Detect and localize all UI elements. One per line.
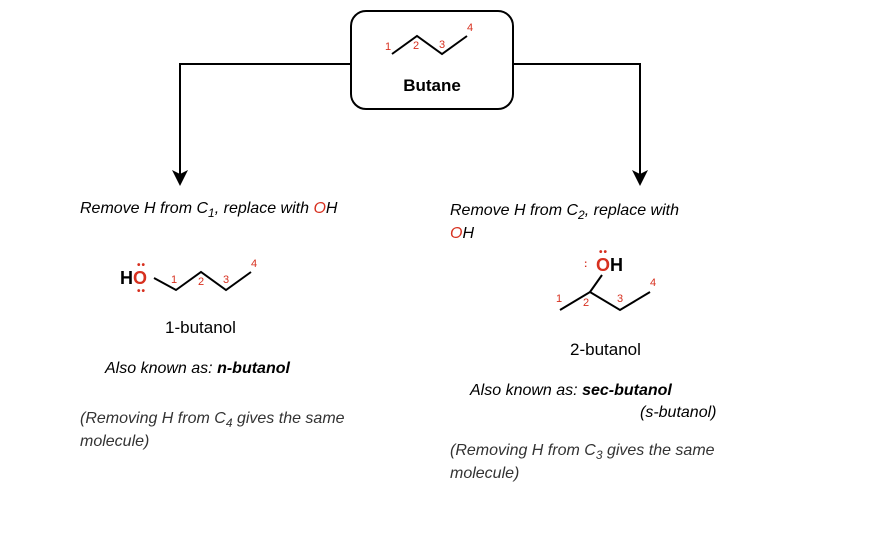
- butane-label: Butane: [403, 76, 461, 96]
- right-instr-mid: , replace with: [585, 202, 679, 219]
- butane-structure: 1 2 3 4: [377, 24, 487, 64]
- right-aka-pre: Also known as:: [470, 382, 582, 399]
- c3r: 3: [617, 293, 623, 305]
- right-instr-h: H: [462, 225, 474, 242]
- left-aka: Also known as: n-butanol: [105, 360, 290, 378]
- right-note: (Removing H from C3 gives the same molec…: [450, 440, 750, 485]
- right-aka-alt-text: (s-butanol): [640, 404, 716, 421]
- right-aka-name: sec-butanol: [582, 382, 672, 399]
- right-instr-sub: 2: [578, 208, 585, 222]
- left-instr-pre: Remove H from C: [80, 200, 208, 217]
- molecule-1-butanol: HO •• •• 1 2 3 4: [120, 250, 300, 310]
- right-note-pre: (Removing H from C: [450, 442, 596, 459]
- right-note-sub: 3: [596, 448, 603, 462]
- carbon-num-1: 1: [385, 41, 391, 53]
- right-instruction: Remove H from C2, replace with OH: [450, 200, 790, 245]
- right-aka: Also known as: sec-butanol: [470, 382, 672, 400]
- right-instr-pre: Remove H from C: [450, 202, 578, 219]
- butane-box: 1 2 3 4 Butane: [350, 10, 514, 110]
- name-1-butanol: 1-butanol: [165, 318, 236, 338]
- left-note-sub: 4: [226, 416, 233, 430]
- left-instr-mid: , replace with: [215, 200, 314, 217]
- left-instr-sub: 1: [208, 206, 215, 220]
- right-instr-o: O: [450, 225, 462, 242]
- molecule-2-butanol: OH : •• 1 2 3 4: [540, 255, 720, 330]
- left-note-pre: (Removing H from C: [80, 410, 226, 427]
- c4r: 4: [650, 277, 656, 289]
- carbon-num-3: 3: [439, 39, 445, 51]
- left-aka-name: n-butanol: [217, 360, 290, 377]
- c1: 1: [171, 274, 177, 286]
- c2: 2: [198, 276, 204, 288]
- c2r: 2: [583, 297, 589, 309]
- carbon-num-2: 2: [413, 40, 419, 52]
- right-aka-alt: (s-butanol): [640, 404, 716, 422]
- left-note: (Removing H from C4 gives the same molec…: [80, 408, 380, 453]
- left-aka-pre: Also known as:: [105, 360, 217, 377]
- name-2-butanol: 2-butanol: [570, 340, 641, 360]
- c1r: 1: [556, 293, 562, 305]
- carbon-num-4: 4: [467, 22, 473, 34]
- left-instr-o: O: [313, 200, 325, 217]
- c4: 4: [251, 258, 257, 270]
- left-instruction: Remove H from C1, replace with OH: [80, 200, 420, 220]
- c3: 3: [223, 274, 229, 286]
- left-instr-h: H: [326, 200, 338, 217]
